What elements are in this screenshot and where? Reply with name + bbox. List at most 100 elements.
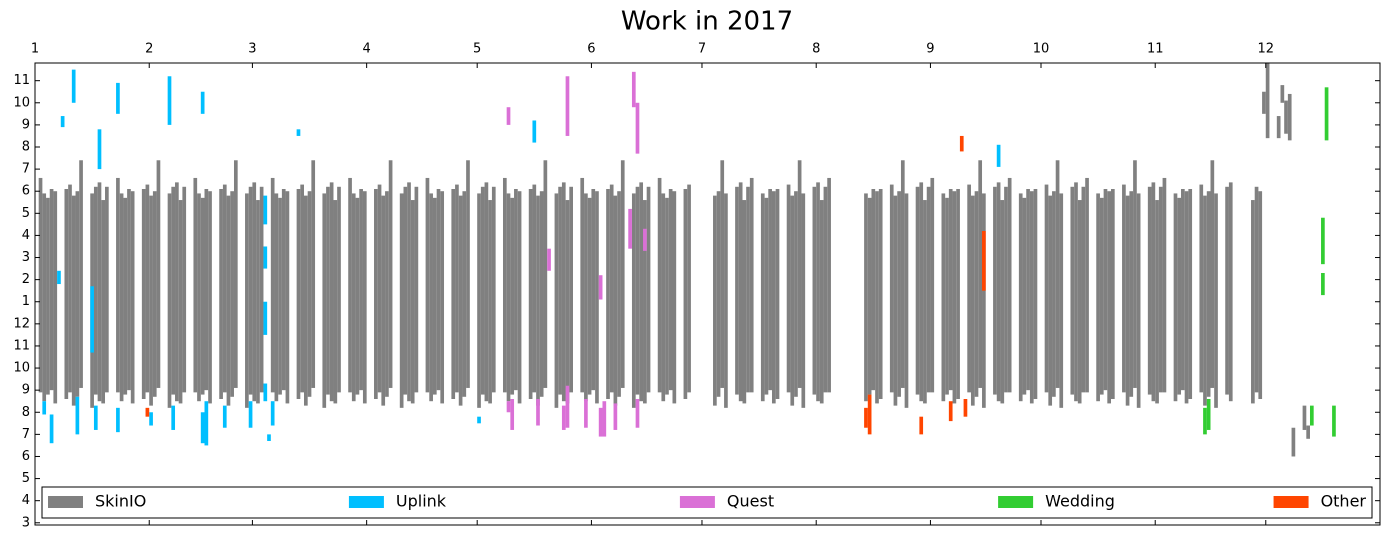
work-bar xyxy=(1136,193,1141,408)
y-tick-label: 9 xyxy=(22,383,30,398)
work-bar xyxy=(565,200,570,404)
work-bar xyxy=(300,184,304,393)
marks xyxy=(38,63,1336,457)
work-bar xyxy=(742,200,747,404)
legend-swatch xyxy=(348,496,384,508)
y-tick-label: 2 xyxy=(22,272,30,287)
work-bar xyxy=(569,186,573,393)
work-bar xyxy=(775,189,780,399)
work-bar xyxy=(75,396,80,435)
work-bar xyxy=(687,184,691,393)
work-bar xyxy=(532,120,537,143)
work-bar xyxy=(749,177,754,393)
work-bar xyxy=(123,197,128,395)
y-tick-label: 12 xyxy=(13,316,30,331)
work-bar xyxy=(1048,195,1053,406)
work-bar xyxy=(506,107,511,125)
work-bar xyxy=(296,129,301,136)
work-bar xyxy=(919,182,924,402)
work-bar xyxy=(1181,189,1185,391)
y-tick-label: 11 xyxy=(13,338,30,353)
y-tick-label: 5 xyxy=(22,471,30,486)
work-bar xyxy=(875,191,879,404)
y-tick-label: 1 xyxy=(22,294,30,309)
work-bar xyxy=(333,200,338,404)
work-bar xyxy=(1133,160,1137,388)
work-bar xyxy=(1302,405,1307,430)
work-bar xyxy=(771,191,776,404)
work-bar xyxy=(628,208,632,249)
work-bar xyxy=(978,160,983,388)
y-tick-label: 7 xyxy=(22,162,30,177)
x-tick-label: 11 xyxy=(1147,42,1164,57)
work-bar xyxy=(1210,160,1215,388)
work-bar xyxy=(477,193,481,408)
work-bar xyxy=(1033,189,1038,399)
work-bar xyxy=(425,177,430,393)
work-bar xyxy=(326,186,330,395)
work-bar xyxy=(514,189,518,391)
work-bar xyxy=(156,160,161,388)
work-bar xyxy=(200,412,205,444)
work-bar xyxy=(974,191,979,397)
x-tick-label: 9 xyxy=(926,42,934,57)
work-bar xyxy=(403,186,408,395)
work-bar xyxy=(1059,193,1064,408)
work-bar xyxy=(580,177,585,393)
work-bar xyxy=(226,195,231,406)
work-bar xyxy=(466,160,470,388)
work-bar xyxy=(337,186,341,393)
work-bar xyxy=(609,184,614,393)
work-bar xyxy=(79,160,83,388)
work-bar xyxy=(602,401,607,437)
work-bar xyxy=(171,186,176,395)
work-bar xyxy=(1147,186,1152,395)
work-bar xyxy=(893,195,898,406)
work-bar xyxy=(864,407,868,428)
work-bar xyxy=(127,189,131,391)
work-bar xyxy=(982,231,986,291)
work-bar xyxy=(952,191,957,404)
work-bar xyxy=(665,197,669,395)
work-bar xyxy=(145,407,150,417)
work-bar xyxy=(381,195,386,406)
work-bar xyxy=(919,416,924,435)
work-bar xyxy=(451,189,456,399)
work-bar xyxy=(639,182,644,402)
work-bar xyxy=(819,200,824,404)
legend-label: Quest xyxy=(727,492,774,511)
work-bar xyxy=(42,193,47,402)
work-bar xyxy=(930,177,935,393)
work-bar xyxy=(867,197,872,395)
work-bar xyxy=(167,193,172,408)
work-bar xyxy=(171,405,176,430)
work-bar xyxy=(1111,189,1115,399)
x-tick-label: 5 xyxy=(473,42,481,57)
work-bar xyxy=(116,177,120,393)
work-bar xyxy=(267,434,271,441)
work-bar xyxy=(672,191,677,404)
work-bar xyxy=(167,76,172,125)
work-bar xyxy=(1306,425,1310,439)
work-bar xyxy=(374,189,378,399)
work-bar xyxy=(620,160,625,388)
work-bar xyxy=(432,197,437,395)
work-bar xyxy=(923,200,927,404)
work-bar xyxy=(385,191,389,397)
work-bar xyxy=(256,200,260,404)
work-bar xyxy=(613,403,618,430)
work-bar xyxy=(101,200,106,404)
work-bar xyxy=(657,177,662,393)
work-bar xyxy=(1125,195,1130,406)
work-bar xyxy=(945,197,949,395)
work-bar xyxy=(458,195,463,406)
work-bar xyxy=(598,275,603,300)
work-bar xyxy=(1280,85,1285,103)
work-bar xyxy=(643,200,647,404)
work-bar xyxy=(510,197,515,395)
work-bar xyxy=(959,135,964,152)
work-bar xyxy=(996,144,1001,167)
y-tick-label: 10 xyxy=(13,95,30,110)
work-bar xyxy=(1122,184,1126,393)
